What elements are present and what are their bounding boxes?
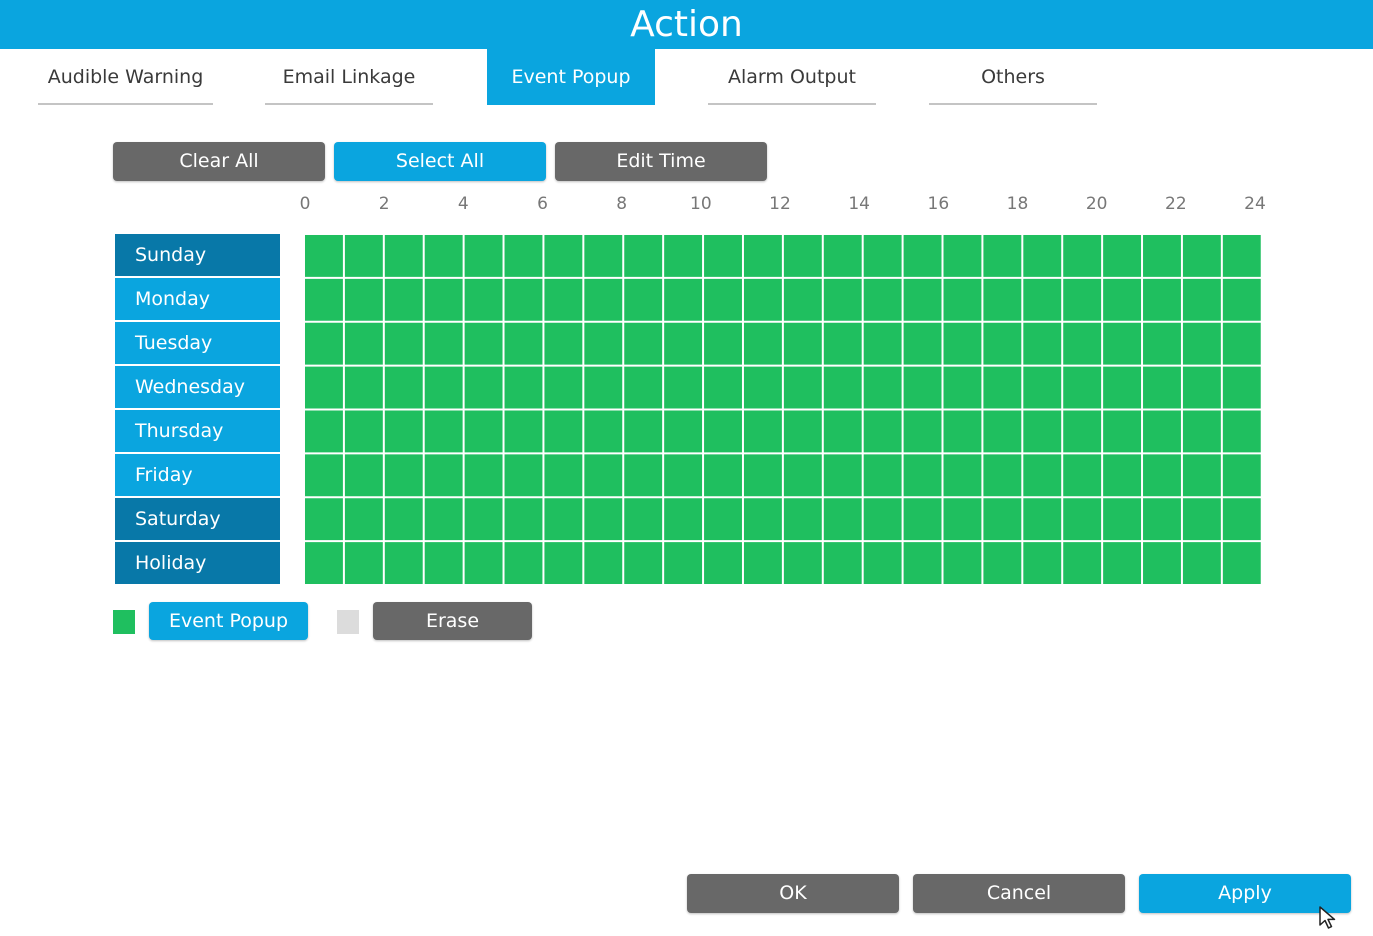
- mouse-cursor-icon: [1319, 906, 1336, 929]
- day-label-sunday[interactable]: Sunday: [115, 234, 280, 276]
- select-all-button[interactable]: Select All: [334, 142, 546, 181]
- tab-alarm-output[interactable]: Alarm Output: [708, 49, 876, 105]
- hour-label: 8: [616, 194, 628, 214]
- erase-swatch: [337, 610, 359, 634]
- hour-label: 4: [457, 194, 469, 214]
- hour-label: 24: [1244, 194, 1266, 214]
- hour-label: 2: [378, 194, 390, 214]
- hour-label: 20: [1085, 194, 1108, 214]
- hour-label: 14: [848, 194, 870, 214]
- event-popup-swatch: [113, 610, 135, 634]
- tab-audible-warning[interactable]: Audible Warning: [38, 49, 213, 105]
- day-label-friday[interactable]: Friday: [115, 454, 280, 496]
- window-title: Action: [0, 0, 1373, 49]
- tab-others[interactable]: Others: [929, 49, 1097, 105]
- day-label-holiday[interactable]: Holiday: [115, 542, 280, 584]
- tab-email-linkage[interactable]: Email Linkage: [265, 49, 433, 105]
- day-label-thursday[interactable]: Thursday: [115, 410, 280, 452]
- day-label-wednesday[interactable]: Wednesday: [115, 366, 280, 408]
- hour-label: 18: [1006, 194, 1029, 214]
- apply-button[interactable]: Apply: [1139, 874, 1351, 913]
- hour-label: 6: [537, 194, 548, 214]
- schedule-grid[interactable]: [303, 233, 1261, 584]
- hour-label: 12: [769, 194, 791, 214]
- hour-label: 0: [299, 194, 311, 214]
- erase-brush-button[interactable]: Erase: [373, 602, 532, 640]
- cancel-button[interactable]: Cancel: [913, 874, 1125, 913]
- hour-label: 22: [1165, 194, 1187, 214]
- clear-all-button[interactable]: Clear All: [113, 142, 325, 181]
- day-label-monday[interactable]: Monday: [115, 278, 280, 320]
- event-popup-brush-button[interactable]: Event Popup: [149, 602, 308, 640]
- tab-event-popup[interactable]: Event Popup: [487, 49, 655, 105]
- day-label-tuesday[interactable]: Tuesday: [115, 322, 280, 364]
- hour-label: 16: [927, 194, 950, 214]
- ok-button[interactable]: OK: [687, 874, 899, 913]
- hour-label: 10: [690, 194, 712, 214]
- edit-time-button[interactable]: Edit Time: [555, 142, 767, 181]
- day-label-saturday[interactable]: Saturday: [115, 498, 280, 540]
